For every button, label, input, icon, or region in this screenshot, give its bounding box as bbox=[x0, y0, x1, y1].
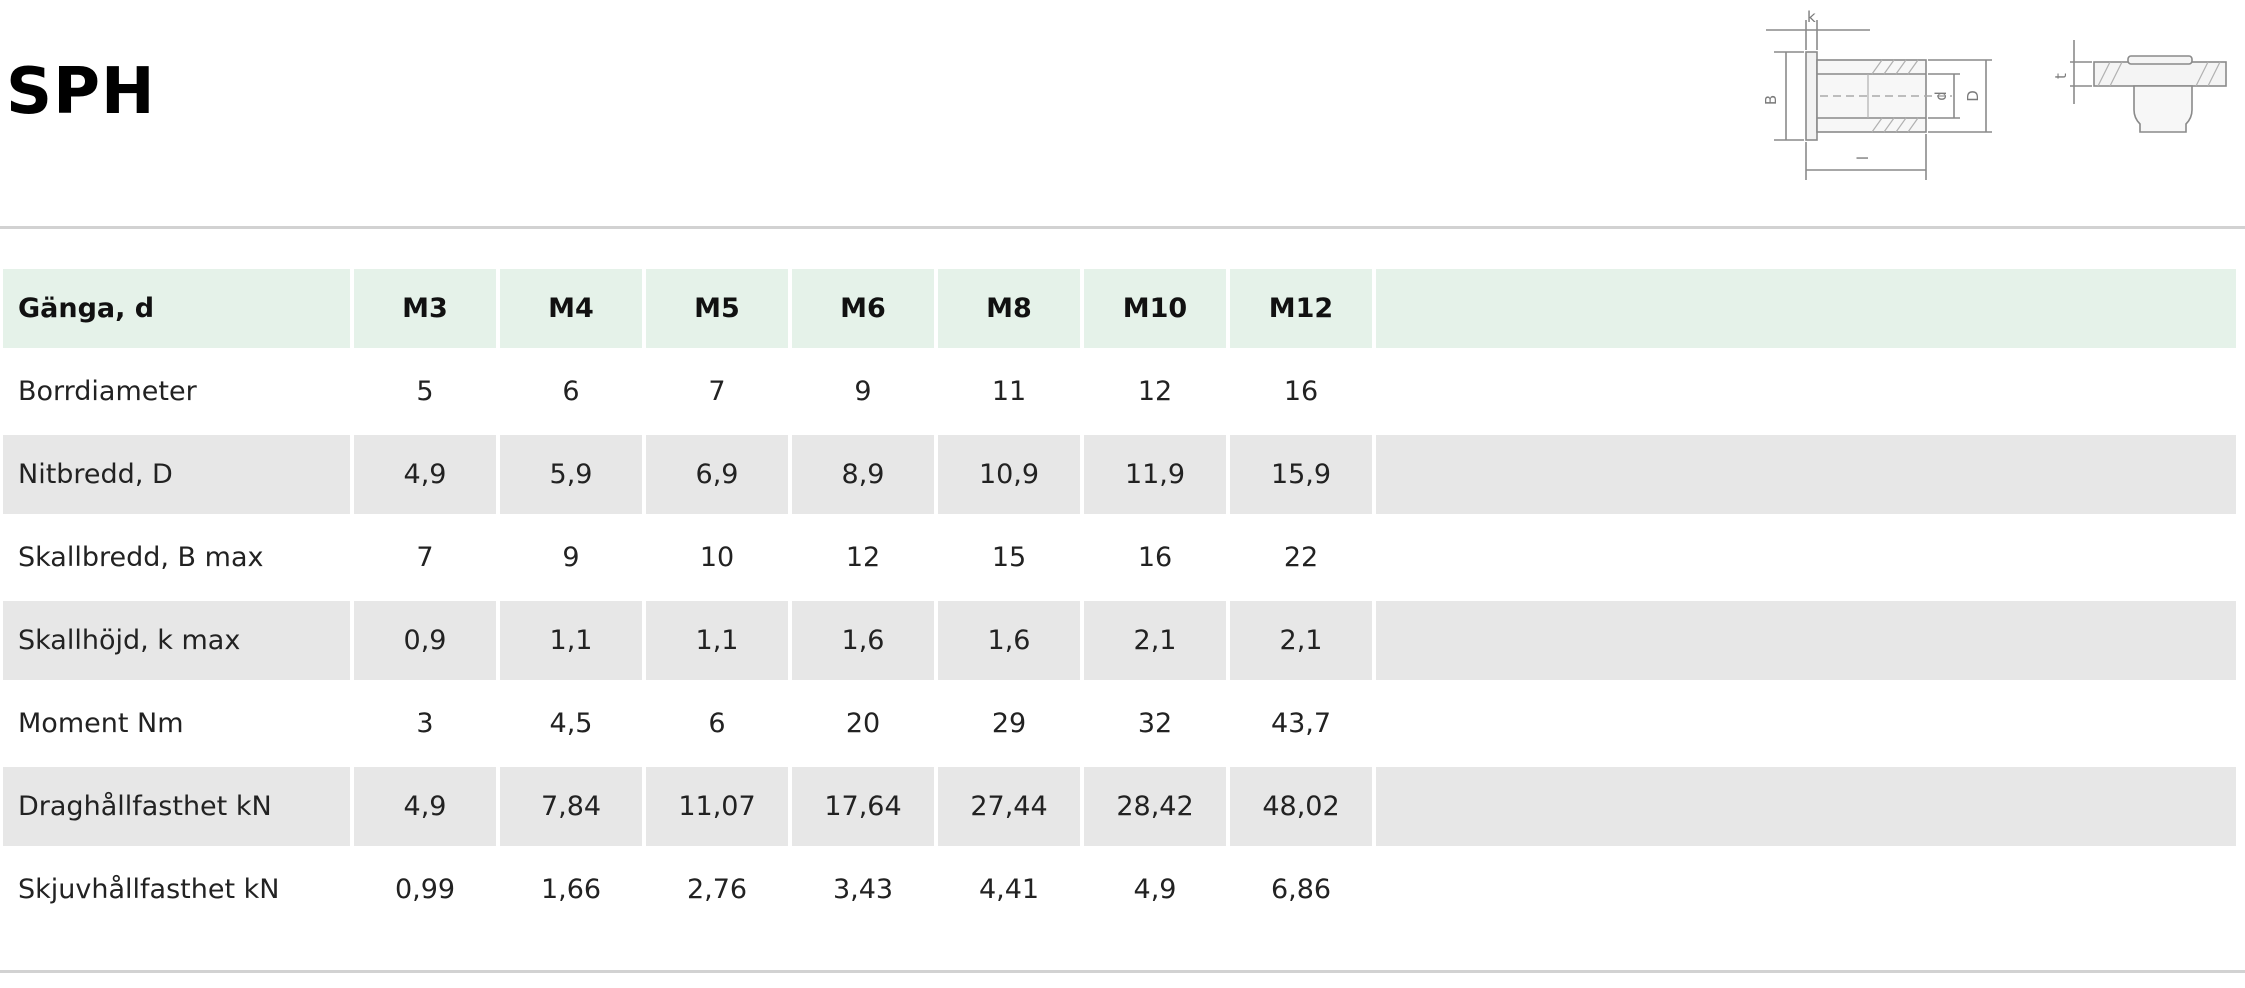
row-label: Moment Nm bbox=[3, 684, 350, 763]
row-filler bbox=[1376, 518, 2236, 597]
table-row: Skjuvhållfasthet kN 0,99 1,66 2,76 3,43 … bbox=[3, 850, 2236, 929]
row-filler bbox=[1376, 352, 2236, 431]
table-cell: 43,7 bbox=[1230, 684, 1372, 763]
table-cell: 1,6 bbox=[792, 601, 934, 680]
table-cell: 1,1 bbox=[646, 601, 788, 680]
table-header-row: Gänga, d M3 M4 M5 M6 M8 M10 M12 bbox=[3, 269, 2236, 348]
table-cell: 4,5 bbox=[500, 684, 642, 763]
row-filler bbox=[1376, 435, 2236, 514]
dim-b-label: B bbox=[1762, 95, 1780, 105]
dim-D-label: D bbox=[1964, 90, 1982, 102]
bottom-divider bbox=[0, 970, 2245, 973]
table-cell: 27,44 bbox=[938, 767, 1080, 846]
row-label: Skallbredd, B max bbox=[3, 518, 350, 597]
table-cell: 20 bbox=[792, 684, 934, 763]
table-row: Borrdiameter 5 6 7 9 11 12 16 bbox=[3, 352, 2236, 431]
row-label: Borrdiameter bbox=[3, 352, 350, 431]
header-size: M6 bbox=[792, 269, 934, 348]
table-row: Nitbredd, D 4,9 5,9 6,9 8,9 10,9 11,9 15… bbox=[3, 435, 2236, 514]
table-cell: 29 bbox=[938, 684, 1080, 763]
header-filler bbox=[1376, 269, 2236, 348]
table-row: Skallbredd, B max 7 9 10 12 15 16 22 bbox=[3, 518, 2236, 597]
top-divider bbox=[0, 226, 2245, 229]
table-cell: 1,6 bbox=[938, 601, 1080, 680]
row-filler bbox=[1376, 684, 2236, 763]
table-cell: 15 bbox=[938, 518, 1080, 597]
table-cell: 2,1 bbox=[1084, 601, 1226, 680]
table-cell: 11,07 bbox=[646, 767, 788, 846]
table-cell: 7,84 bbox=[500, 767, 642, 846]
table-cell: 2,1 bbox=[1230, 601, 1372, 680]
dim-l-label: l bbox=[1854, 156, 1872, 160]
row-label: Nitbredd, D bbox=[3, 435, 350, 514]
table-cell: 3 bbox=[354, 684, 496, 763]
table-cell: 4,41 bbox=[938, 850, 1080, 929]
table-cell: 7 bbox=[646, 352, 788, 431]
table-cell: 7 bbox=[354, 518, 496, 597]
table-cell: 22 bbox=[1230, 518, 1372, 597]
table-cell: 12 bbox=[792, 518, 934, 597]
spec-table: Gänga, d M3 M4 M5 M6 M8 M10 M12 Borrdiam… bbox=[0, 265, 2240, 933]
table-cell: 48,02 bbox=[1230, 767, 1372, 846]
table-cell: 3,43 bbox=[792, 850, 934, 929]
table-cell: 12 bbox=[1084, 352, 1226, 431]
header-size: M3 bbox=[354, 269, 496, 348]
row-label: Draghållfasthet kN bbox=[3, 767, 350, 846]
table-cell: 17,64 bbox=[792, 767, 934, 846]
table-cell: 4,9 bbox=[1084, 850, 1226, 929]
table-cell: 16 bbox=[1084, 518, 1226, 597]
table-row: Moment Nm 3 4,5 6 20 29 32 43,7 bbox=[3, 684, 2236, 763]
page-title: SPH bbox=[6, 55, 156, 129]
table-cell: 11 bbox=[938, 352, 1080, 431]
table-cell: 0,99 bbox=[354, 850, 496, 929]
row-filler bbox=[1376, 767, 2236, 846]
table-cell: 1,1 bbox=[500, 601, 642, 680]
table-cell: 2,76 bbox=[646, 850, 788, 929]
header-label: Gänga, d bbox=[3, 269, 350, 348]
dim-t-label: t bbox=[2052, 73, 2070, 79]
row-filler bbox=[1376, 850, 2236, 929]
table-cell: 5 bbox=[354, 352, 496, 431]
table-cell: 6,9 bbox=[646, 435, 788, 514]
table-cell: 1,66 bbox=[500, 850, 642, 929]
table-cell: 10,9 bbox=[938, 435, 1080, 514]
table-cell: 15,9 bbox=[1230, 435, 1372, 514]
row-filler bbox=[1376, 601, 2236, 680]
table-row: Draghållfasthet kN 4,9 7,84 11,07 17,64 … bbox=[3, 767, 2236, 846]
table-cell: 9 bbox=[792, 352, 934, 431]
table-cell: 16 bbox=[1230, 352, 1372, 431]
row-label: Skjuvhållfasthet kN bbox=[3, 850, 350, 929]
table-cell: 4,9 bbox=[354, 767, 496, 846]
header-size: M12 bbox=[1230, 269, 1372, 348]
table-cell: 9 bbox=[500, 518, 642, 597]
table-cell: 4,9 bbox=[354, 435, 496, 514]
header-size: M8 bbox=[938, 269, 1080, 348]
rivet-nut-diagram: k B d D l t bbox=[1762, 8, 2227, 180]
table-cell: 5,9 bbox=[500, 435, 642, 514]
row-label: Skallhöjd, k max bbox=[3, 601, 350, 680]
header-size: M4 bbox=[500, 269, 642, 348]
table-cell: 11,9 bbox=[1084, 435, 1226, 514]
table-cell: 8,9 bbox=[792, 435, 934, 514]
dim-d-label: d bbox=[1932, 91, 1950, 101]
table-row: Skallhöjd, k max 0,9 1,1 1,1 1,6 1,6 2,1… bbox=[3, 601, 2236, 680]
table-cell: 6 bbox=[500, 352, 642, 431]
dim-k-label: k bbox=[1807, 8, 1816, 26]
table-cell: 32 bbox=[1084, 684, 1226, 763]
table-cell: 10 bbox=[646, 518, 788, 597]
header-size: M10 bbox=[1084, 269, 1226, 348]
header-size: M5 bbox=[646, 269, 788, 348]
table-cell: 0,9 bbox=[354, 601, 496, 680]
table-cell: 28,42 bbox=[1084, 767, 1226, 846]
table-cell: 6 bbox=[646, 684, 788, 763]
table-cell: 6,86 bbox=[1230, 850, 1372, 929]
